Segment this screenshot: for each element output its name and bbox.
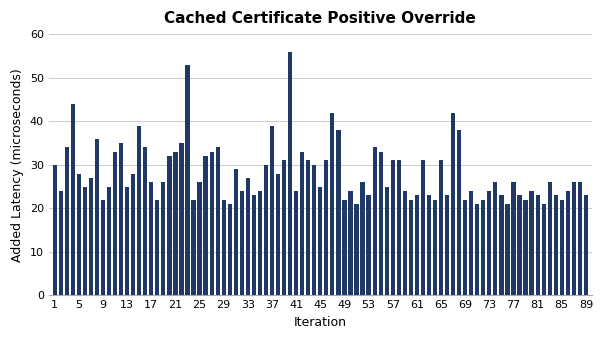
Bar xyxy=(361,182,365,295)
Bar xyxy=(505,204,509,295)
Bar xyxy=(499,195,503,295)
Bar xyxy=(336,130,341,295)
Bar xyxy=(355,204,359,295)
Bar xyxy=(457,130,461,295)
Bar xyxy=(137,126,142,295)
Bar xyxy=(397,160,401,295)
Bar xyxy=(421,160,425,295)
Bar xyxy=(312,165,316,295)
Bar xyxy=(197,182,201,295)
Bar xyxy=(330,113,335,295)
Bar xyxy=(342,200,347,295)
Bar xyxy=(415,195,419,295)
Bar xyxy=(173,152,177,295)
Bar xyxy=(215,148,220,295)
Bar xyxy=(427,195,431,295)
Bar xyxy=(240,191,244,295)
Bar xyxy=(445,195,449,295)
Bar xyxy=(143,148,148,295)
Bar xyxy=(179,143,183,295)
Bar xyxy=(113,152,117,295)
Bar xyxy=(101,200,105,295)
Bar xyxy=(523,200,528,295)
Bar xyxy=(131,173,136,295)
Bar xyxy=(203,156,208,295)
Y-axis label: Added Latency (microseconds): Added Latency (microseconds) xyxy=(11,68,24,262)
Bar xyxy=(373,148,377,295)
Bar xyxy=(548,182,552,295)
Bar xyxy=(294,191,298,295)
Bar xyxy=(191,200,195,295)
Bar xyxy=(487,191,491,295)
Bar xyxy=(517,195,522,295)
Bar xyxy=(246,178,250,295)
Bar xyxy=(560,200,564,295)
Bar xyxy=(288,52,292,295)
Bar xyxy=(270,126,274,295)
Bar xyxy=(185,65,189,295)
Bar xyxy=(529,191,534,295)
Bar xyxy=(391,160,395,295)
Bar xyxy=(318,187,322,295)
Bar xyxy=(167,156,171,295)
Bar xyxy=(83,187,87,295)
Bar xyxy=(276,173,280,295)
Bar xyxy=(77,173,81,295)
Bar xyxy=(578,182,582,295)
Bar xyxy=(463,200,467,295)
Bar xyxy=(155,200,160,295)
Bar xyxy=(511,182,515,295)
Bar xyxy=(379,152,383,295)
Bar xyxy=(306,160,310,295)
Bar xyxy=(348,191,353,295)
Bar xyxy=(554,195,558,295)
Bar xyxy=(584,195,588,295)
Bar xyxy=(65,148,69,295)
Bar xyxy=(59,191,63,295)
Bar xyxy=(451,113,455,295)
Bar xyxy=(324,160,329,295)
Bar xyxy=(107,187,111,295)
Bar xyxy=(234,169,238,295)
Bar xyxy=(258,191,262,295)
Bar xyxy=(264,165,268,295)
Bar xyxy=(469,191,473,295)
Bar xyxy=(385,187,389,295)
Bar xyxy=(53,165,57,295)
Bar xyxy=(439,160,443,295)
Bar xyxy=(300,152,304,295)
Bar xyxy=(282,160,286,295)
Bar xyxy=(481,200,485,295)
Bar xyxy=(572,182,576,295)
Bar xyxy=(493,182,497,295)
Bar xyxy=(227,204,232,295)
Bar xyxy=(125,187,129,295)
Bar xyxy=(566,191,570,295)
Bar xyxy=(89,178,93,295)
Bar xyxy=(475,204,479,295)
Bar xyxy=(409,200,413,295)
Bar xyxy=(252,195,256,295)
Bar xyxy=(149,182,154,295)
Bar xyxy=(71,104,75,295)
Bar xyxy=(535,195,540,295)
Bar xyxy=(541,204,546,295)
Bar xyxy=(119,143,123,295)
Bar xyxy=(221,200,226,295)
X-axis label: Iteration: Iteration xyxy=(294,316,347,329)
Bar xyxy=(95,139,99,295)
Title: Cached Certificate Positive Override: Cached Certificate Positive Override xyxy=(165,11,476,26)
Bar xyxy=(403,191,407,295)
Bar xyxy=(209,152,214,295)
Bar xyxy=(433,200,437,295)
Bar xyxy=(367,195,371,295)
Bar xyxy=(162,182,165,295)
